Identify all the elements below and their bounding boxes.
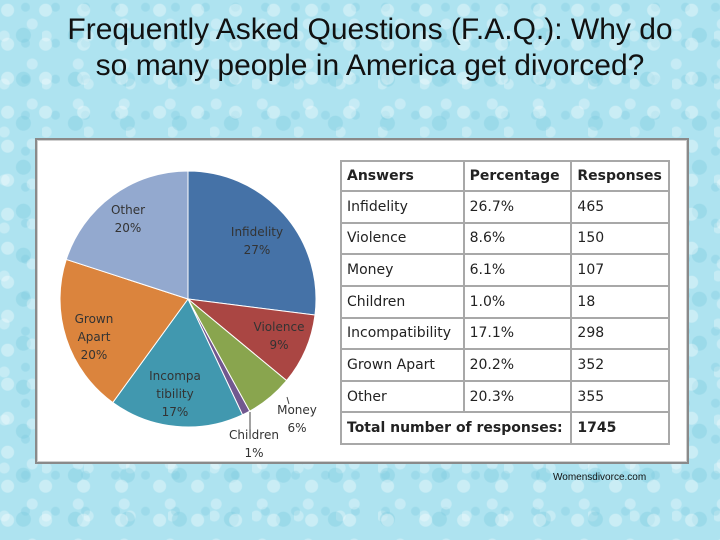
header-answers: Answers xyxy=(340,160,465,192)
answer-cell: Money xyxy=(340,253,465,287)
pie-chart: Infidelity 27% Violence 9% Money 6%Children 1%… xyxy=(59,170,317,458)
answer-cell: Grown Apart xyxy=(340,348,465,382)
responses-cell: 352 xyxy=(570,348,670,382)
slice-label: Children 1% xyxy=(229,428,279,458)
pie-slice xyxy=(59,258,189,404)
answer-cell: Violence xyxy=(340,221,465,256)
slice-label: Grown Apart 20% xyxy=(75,312,114,362)
page-title: Frequently Asked Questions (F.A.Q.): Why… xyxy=(67,13,673,82)
table-row: Violence 8.6% 150 xyxy=(340,221,670,256)
table-row: Other 20.3% 355 xyxy=(340,379,670,414)
responses-cell: 298 xyxy=(570,316,670,351)
answers-table: Answers Percentage Responses Infidelity … xyxy=(339,160,670,445)
total-value: 1745 xyxy=(570,411,670,445)
percentage-cell: 20.3% xyxy=(462,379,573,414)
slice-label: Other 20% xyxy=(111,203,145,235)
table-row: Incompatibility 17.1% 298 xyxy=(340,316,670,351)
answer-cell: Incompatibility xyxy=(340,316,465,351)
responses-cell: 355 xyxy=(570,379,670,414)
total-label: Total number of responses: xyxy=(339,411,573,445)
table-header-row: Answers Percentage Responses xyxy=(340,160,670,192)
slice-label: Money 6% xyxy=(277,403,317,435)
table-row: Children 1.0% 18 xyxy=(340,284,670,319)
percentage-cell: 20.2% xyxy=(462,348,573,382)
table-row: Money 6.1% 107 xyxy=(340,253,670,287)
source-credit: Womensdivorce.com xyxy=(553,472,647,483)
slice-label: Infidelity 27% xyxy=(231,225,283,257)
header-responses: Responses xyxy=(570,160,670,192)
table-row: Grown Apart 20.2% 352 xyxy=(340,348,670,382)
pie-slice xyxy=(187,170,317,316)
chart-panel: Infidelity 27% Violence 9% Money 6% Children 1%… xyxy=(35,138,689,464)
answer-cell: Other xyxy=(340,379,465,414)
percentage-cell: 1.0% xyxy=(462,284,573,319)
answer-cell: Infidelity xyxy=(340,190,465,224)
slice-label: Violence 9% xyxy=(254,320,305,352)
pie-slice xyxy=(112,298,244,428)
responses-cell: 150 xyxy=(570,221,670,256)
percentage-cell: 26.7% xyxy=(462,190,573,224)
responses-cell: 18 xyxy=(570,284,670,319)
table-total-row: Total number of responses: 1745 xyxy=(339,411,670,445)
percentage-cell: 6.1% xyxy=(462,253,573,287)
percentage-cell: 8.6% xyxy=(462,221,573,256)
slice-leader-line xyxy=(286,396,290,405)
responses-cell: 465 xyxy=(570,190,670,224)
header-percentage: Percentage xyxy=(462,160,573,192)
percentage-cell: 17.1% xyxy=(462,316,573,351)
responses-cell: 107 xyxy=(570,253,670,287)
pie-slice xyxy=(65,170,189,300)
table-row: Infidelity 26.7% 465 xyxy=(340,190,670,224)
answer-cell: Children xyxy=(340,284,465,319)
slice-label: Incompa tibility 17% xyxy=(149,369,201,419)
